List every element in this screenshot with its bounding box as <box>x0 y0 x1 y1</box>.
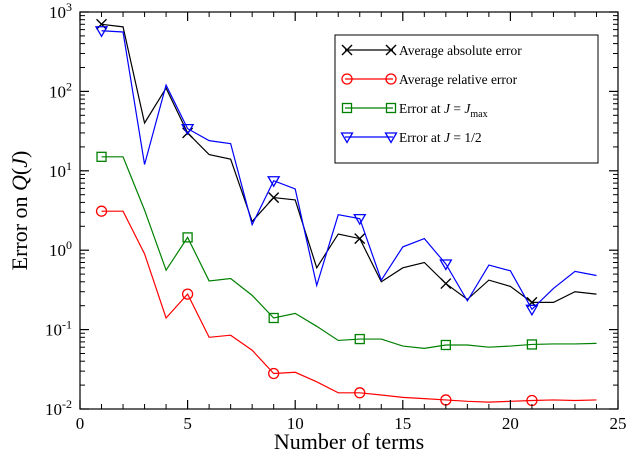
data-point <box>95 205 108 217</box>
legend-marker <box>341 44 353 56</box>
series-line <box>101 23 597 304</box>
y-tick-label: 10-2 <box>45 397 72 419</box>
legend-entry: Average absolute error <box>341 43 522 58</box>
y-tick-label: 10-1 <box>45 318 72 340</box>
data-point <box>268 312 279 324</box>
marker-stroke <box>385 44 397 56</box>
data-point <box>440 278 452 290</box>
legend-marker <box>385 102 397 114</box>
x-tick-labels: 0 5 10 15 20 25 <box>76 414 627 433</box>
data-point <box>440 339 451 351</box>
x-tick-label: 5 <box>183 414 192 433</box>
series-2 <box>96 151 597 351</box>
data-point <box>268 367 280 380</box>
legend-marker <box>384 132 398 144</box>
x-tick-label: 0 <box>76 414 85 433</box>
data-point <box>96 151 107 162</box>
marker-stroke <box>440 278 452 290</box>
legend-box <box>334 34 599 164</box>
y-axis-title: Error on Q(J) <box>7 151 32 271</box>
data-point <box>439 259 453 271</box>
y-tick-label: 103 <box>49 0 72 22</box>
marker-stroke <box>354 233 366 245</box>
y-tick-labels: 10-2 10-1 100 101 102 103 <box>45 0 72 419</box>
legend-marker <box>341 73 353 85</box>
legend-marker <box>385 73 397 85</box>
legend-label: Error at J = 1/2 <box>399 130 482 145</box>
data-point <box>181 288 194 300</box>
data-point <box>267 176 281 188</box>
x-tick-label: 15 <box>394 414 411 433</box>
series-line <box>101 156 597 349</box>
data-point <box>180 123 195 136</box>
data-point <box>525 304 539 317</box>
plot-frame <box>79 11 619 410</box>
legend-label: Average absolute error <box>399 43 522 58</box>
series-0 <box>96 18 597 308</box>
x-tick-label: 20 <box>502 414 519 433</box>
marker-stroke <box>96 18 108 30</box>
legend: Average absolute error Average relative e… <box>334 34 599 164</box>
x-tick-label: 25 <box>610 414 627 433</box>
legend-label: Error at J = Jmax <box>399 101 488 120</box>
legend-entry: Average relative error <box>341 72 518 87</box>
legend-entry: Error at J = Jmax <box>341 101 488 120</box>
data-point <box>96 18 108 30</box>
data-point <box>268 192 280 204</box>
data-point <box>353 213 367 226</box>
y-tick-label: 100 <box>49 238 72 260</box>
legend-marker <box>385 44 397 56</box>
data-point <box>354 333 365 345</box>
marker-stroke <box>268 192 280 204</box>
y-tick-label: 102 <box>49 79 72 101</box>
legend-entry: Error at J = 1/2 <box>340 130 482 145</box>
plot-area <box>79 11 619 410</box>
x-axis-title: Number of terms <box>274 429 424 454</box>
data-point <box>354 387 366 399</box>
x-tick-label: 10 <box>287 414 304 433</box>
ticks-layer <box>79 11 619 410</box>
data-point <box>182 232 193 243</box>
legend-label: Average relative error <box>399 72 518 87</box>
series-3 <box>94 26 597 317</box>
y-tick-label: 101 <box>49 159 72 181</box>
data-point <box>354 233 366 245</box>
marker-stroke <box>341 44 353 56</box>
series-1 <box>95 205 597 407</box>
series-layer <box>94 18 597 407</box>
legend-marker <box>340 132 354 144</box>
legend-marker <box>341 102 353 114</box>
data-point <box>94 26 109 38</box>
series-line <box>101 30 597 311</box>
data-point <box>526 339 538 350</box>
